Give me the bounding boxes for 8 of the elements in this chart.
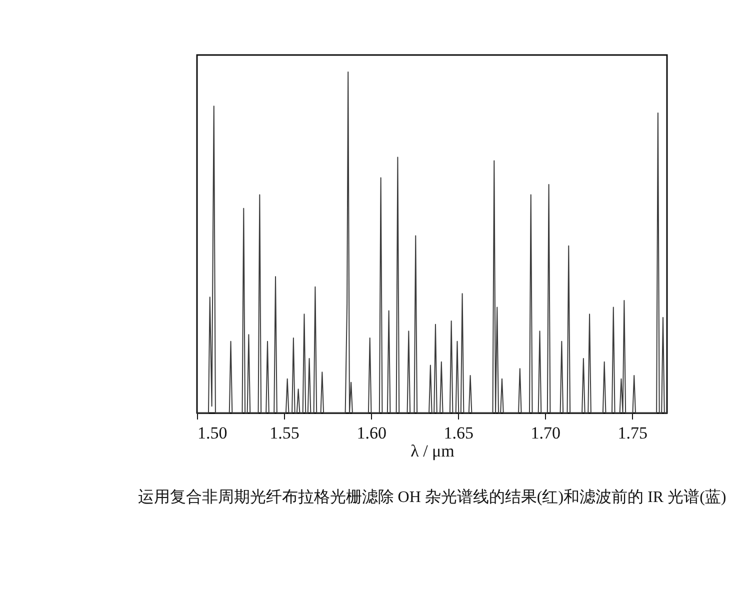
x-tick-label: 1.60 <box>356 424 386 442</box>
text: 运用复合非周期光纤布拉格光栅滤除 OH 杂光谱线的结果(红)和滤波前的 IR 光谱(蓝) <box>138 488 726 506</box>
x-tick-label: 1.55 <box>270 424 300 442</box>
x-tick-label: 1.65 <box>444 424 474 442</box>
x-tick-label: 1.50 <box>198 424 228 442</box>
x-tick-label: 1.75 <box>618 424 648 442</box>
x-axis-title: λ / μm <box>410 442 454 460</box>
x-tick-label: 1.70 <box>530 424 561 442</box>
